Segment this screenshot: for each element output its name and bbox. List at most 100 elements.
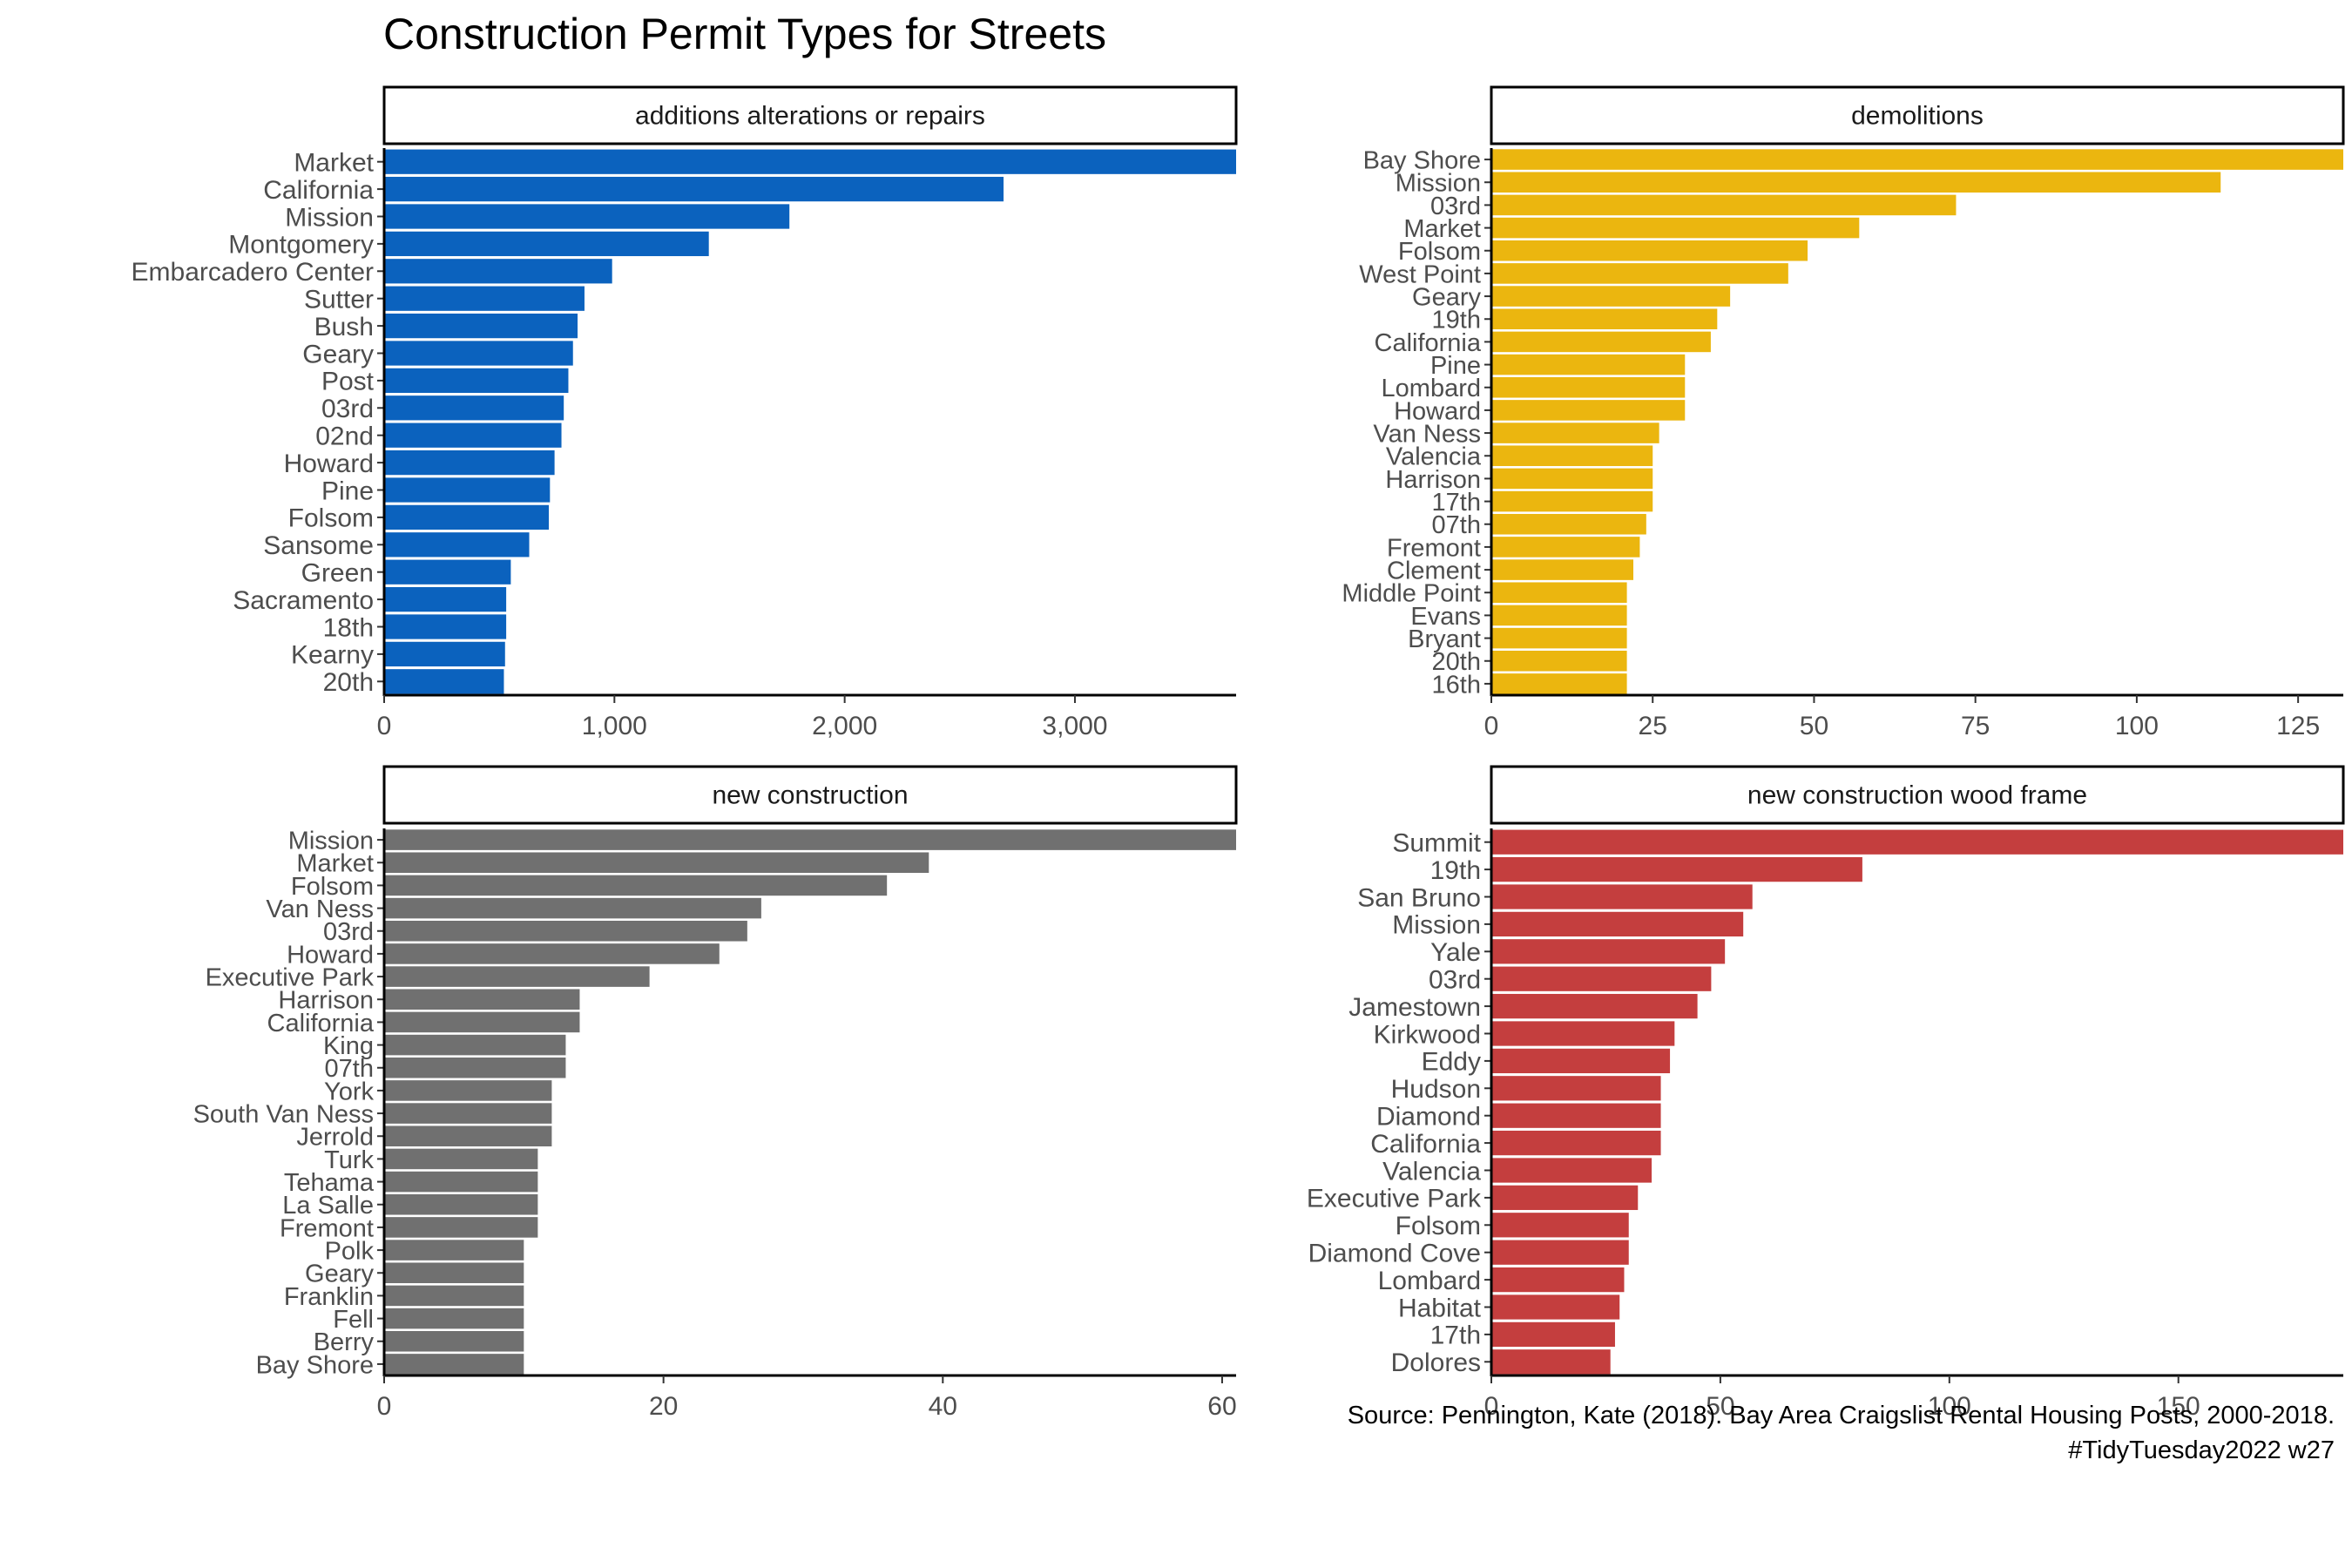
bar (384, 1354, 524, 1375)
facet-strip-label: new construction (712, 781, 908, 810)
y-tick-label: Eddy (1422, 1048, 1481, 1077)
y-tick-label: Post (321, 368, 375, 396)
bar (1491, 1158, 1652, 1183)
bar (1491, 1076, 1661, 1101)
y-tick-label: Van Ness (1373, 421, 1481, 449)
bar (384, 989, 580, 1010)
y-tick-label: Franklin (284, 1283, 374, 1311)
bar (384, 1080, 552, 1101)
bar (384, 395, 564, 421)
bar (1491, 537, 1640, 558)
y-tick-label: Market (296, 850, 374, 878)
y-tick-label: Summit (1392, 829, 1481, 858)
bar (384, 1308, 524, 1329)
y-tick-label: Dolores (1391, 1348, 1481, 1377)
bar (384, 1240, 524, 1260)
y-tick-label: Lombard (1382, 375, 1481, 402)
y-tick-label: Hudson (1391, 1075, 1481, 1104)
bar (384, 341, 573, 366)
bar (384, 1148, 538, 1170)
bar (1491, 513, 1646, 535)
bar (384, 614, 507, 639)
y-tick-label: California (1370, 1130, 1481, 1159)
y-tick-label: Jerrold (296, 1124, 374, 1152)
x-tick-label: 100 (2115, 712, 2159, 740)
y-tick-label: Berry (314, 1328, 375, 1356)
y-tick-label: California (263, 176, 374, 205)
bar (384, 532, 530, 558)
y-tick-label: Embarcadero Center (132, 258, 374, 287)
y-tick-label: Habitat (1398, 1294, 1482, 1322)
y-tick-label: Diamond Cove (1308, 1240, 1481, 1268)
y-tick-label: Valencia (1386, 443, 1482, 471)
bar (1491, 1213, 1629, 1238)
y-tick-label: Fremont (280, 1214, 374, 1242)
bar (384, 1193, 538, 1215)
bar (384, 231, 709, 257)
bar (384, 149, 1236, 174)
bar (384, 852, 929, 874)
y-tick-label: 03rd (323, 918, 374, 946)
x-tick-label: 0 (1484, 712, 1499, 740)
bar (1491, 1349, 1611, 1375)
bar (1491, 1240, 1629, 1265)
y-tick-label: Kearny (291, 641, 374, 670)
bar (384, 1034, 566, 1056)
bar (1491, 911, 1744, 937)
bar (384, 477, 551, 503)
y-tick-label: Bay Shore (1363, 147, 1481, 175)
bar (1491, 605, 1627, 626)
bar (384, 449, 555, 476)
y-tick-label: Geary (1412, 284, 1481, 312)
y-tick-label: Lombard (1378, 1267, 1481, 1295)
x-tick-label: 150 (2157, 1392, 2200, 1421)
x-tick-label: 20 (649, 1392, 678, 1421)
bar (384, 286, 585, 311)
y-tick-label: California (1375, 329, 1482, 357)
x-tick-label: 0 (377, 1392, 392, 1421)
x-tick-label: 2,000 (812, 712, 877, 740)
y-tick-label: Howard (1394, 397, 1481, 425)
y-tick-label: 07th (325, 1055, 374, 1083)
bar (384, 943, 720, 964)
y-tick-label: Sansome (263, 531, 374, 560)
facet-strip-label: demolitions (1851, 102, 1984, 131)
facet-panel-2: demolitions Bay ShoreMission03rdMarketFol… (1342, 85, 2345, 740)
bar (384, 559, 511, 585)
bar (1491, 1130, 1661, 1156)
y-tick-label: Mission (1392, 911, 1481, 940)
y-tick-label: Howard (284, 449, 374, 478)
bar (1491, 331, 1711, 353)
x-tick-label: 0 (377, 712, 392, 740)
bar (384, 1330, 524, 1352)
y-tick-label: King (323, 1032, 374, 1060)
bar (384, 875, 888, 896)
bar (384, 1103, 552, 1124)
bar (1491, 240, 1808, 261)
y-tick-label: Executive Park (206, 964, 375, 992)
y-tick-label: 19th (1432, 307, 1481, 335)
x-tick-label: 1,000 (582, 712, 647, 740)
bar (1491, 263, 1788, 284)
x-tick-label: 75 (1961, 712, 1990, 740)
y-tick-label: Sacramento (233, 586, 374, 615)
y-tick-label: 03rd (1429, 966, 1481, 995)
y-tick-label: Market (1403, 215, 1481, 243)
y-tick-label: 17th (1432, 489, 1481, 517)
y-tick-label: San Bruno (1357, 883, 1481, 912)
y-tick-label: Green (301, 559, 374, 588)
bar (384, 829, 1236, 850)
bar (1491, 650, 1627, 672)
bar (384, 966, 650, 987)
y-tick-label: South Van Ness (193, 1101, 374, 1129)
y-tick-label: 16th (1432, 671, 1481, 699)
bar (384, 176, 1004, 202)
bar (1491, 673, 1627, 694)
bar (1491, 1048, 1671, 1074)
x-tick-label: 0 (1484, 1392, 1499, 1421)
bar (384, 641, 505, 667)
bar (1491, 217, 1860, 239)
x-tick-label: 60 (1207, 1392, 1236, 1421)
